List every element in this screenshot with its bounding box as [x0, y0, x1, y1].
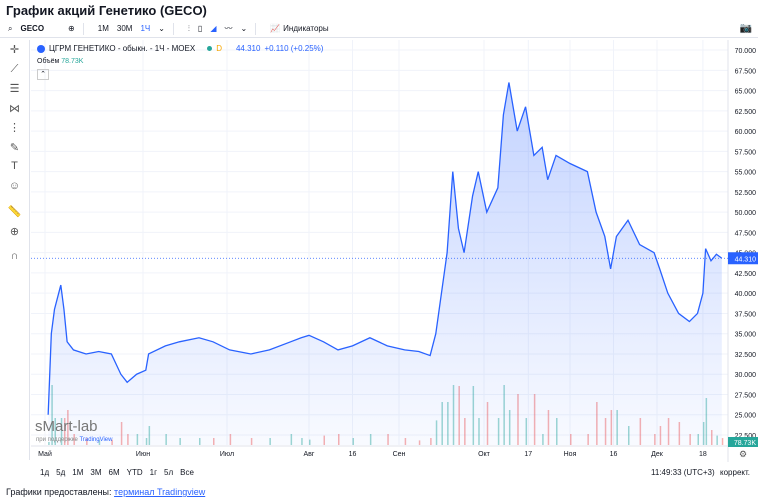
indicators-icon[interactable]: 📈 — [270, 24, 281, 33]
y-tick-label: 30.000 — [735, 372, 757, 379]
y-tick-label: 67.500 — [735, 68, 757, 75]
last-price: 44.310 — [235, 44, 261, 53]
text-icon[interactable]: T — [11, 160, 18, 172]
y-tick-label: 37.500 — [735, 311, 757, 318]
chart-legend: ЦГРМ ГЕНЕТИКО - обыкн. - 1Ч - MOEX D 44.… — [37, 44, 323, 53]
adjust-button[interactable]: коррект. — [720, 468, 750, 477]
volume-marker-label: 78.73K — [734, 440, 757, 447]
magnet-icon[interactable]: ∩ — [10, 250, 19, 262]
compare-add-icon[interactable]: ⊕ — [68, 24, 75, 33]
interval-30m[interactable]: 30М — [116, 24, 133, 33]
search-icon[interactable]: ⌕ — [8, 23, 13, 33]
symbol-search[interactable]: GECO — [20, 24, 45, 33]
trend-line-icon[interactable]: ⟋ — [10, 62, 19, 75]
y-tick-label: 42.500 — [735, 271, 757, 278]
range-5[interactable]: YTD — [126, 468, 143, 477]
price-area — [48, 82, 722, 445]
y-tick-label: 62.500 — [735, 109, 757, 116]
chart-toolbar: ⌕ GECO ⊕ 1М 30М 1Ч ⌄ ⫶ ▯ ◢ 〰 ⌄ 📈 Индикат… — [0, 20, 758, 38]
range-1[interactable]: 5д — [56, 468, 66, 477]
y-tick-label: 40.000 — [735, 291, 757, 298]
y-tick-label: 52.500 — [735, 190, 757, 197]
y-tick-label: 60.000 — [735, 129, 757, 136]
range-8[interactable]: Все — [180, 468, 194, 477]
x-tick-label: Июн — [136, 451, 150, 458]
price-chart[interactable]: 70.000 67.500 65.000 62.500 60.000 57.500 55.0… — [31, 40, 758, 462]
interval-1m[interactable]: 1М — [97, 24, 109, 33]
x-tick-label: Авг — [304, 451, 315, 458]
x-tick-label: Июл — [220, 451, 234, 458]
area-chart-icon[interactable]: ◢ — [210, 24, 217, 33]
x-tick-label: Ноя — [564, 451, 577, 458]
footer-text: Графики предоставлены: — [6, 487, 112, 497]
y-tick-label: 32.500 — [735, 352, 757, 359]
range-2[interactable]: 1М — [72, 468, 84, 477]
camera-icon[interactable]: 📷 — [739, 23, 752, 34]
y-tick-label: 70.000 — [735, 48, 757, 55]
last-price-label: 44.310 — [735, 256, 757, 263]
volume-marker — [728, 437, 758, 447]
clock: 11:49:33 (UTC+3) — [651, 468, 715, 477]
interval-1h[interactable]: 1Ч — [140, 24, 151, 33]
volume-legend: Объём 78.73K — [37, 58, 83, 65]
range-selector: 1д 5д 1М 3М 6М YTD 1г 5л Все — [40, 468, 194, 477]
price-line — [47, 82, 723, 415]
indicators-button[interactable]: Индикаторы — [283, 24, 329, 33]
price-change: +0.110 (+0.25%) — [264, 44, 324, 53]
range-0[interactable]: 1д — [40, 468, 50, 477]
symbol-logo-icon — [37, 44, 45, 53]
watermark-logo: sMart-lab — [35, 418, 98, 435]
page-title: График акций Генетико (GECO) — [6, 3, 207, 18]
brush-icon[interactable]: ✎ — [9, 141, 20, 154]
delay-badge: D — [216, 44, 222, 53]
collapse-legend-button[interactable]: ⌃ — [37, 69, 49, 80]
range-6[interactable]: 1г — [149, 468, 157, 477]
drawing-toolbar: ✛ ⟋ ☰ ⋈ ⋮ ✎ T ☺ 📏 ⊕ ∩ — [0, 40, 30, 460]
chevron-down-icon[interactable]: ⌄ — [240, 24, 248, 33]
line-chart-icon[interactable]: 〰 — [224, 24, 233, 33]
x-tick-label: 17 — [524, 451, 532, 458]
range-4[interactable]: 6М — [108, 468, 120, 477]
x-tick-label: 18 — [699, 451, 707, 458]
y-tick-label: 50.000 — [735, 210, 757, 217]
last-price-marker — [728, 252, 758, 265]
y-tick-label: 57.500 — [735, 149, 757, 156]
y-tick-label: 35.000 — [735, 332, 757, 339]
footer: Графики предоставлены: терминал Tradingv… — [6, 487, 205, 497]
chevron-down-icon[interactable]: ⌄ — [158, 24, 165, 33]
x-tick-label: Дек — [651, 451, 664, 458]
symbol-name: ЦГРМ ГЕНЕТИКО - обыкн. - 1Ч - MOEX — [49, 44, 196, 53]
x-tick-label: Май — [38, 450, 52, 458]
watermark-sub: при поддержке TradingView — [36, 437, 113, 443]
y-tick-label: 65.000 — [735, 89, 757, 96]
crosshair-icon[interactable]: ✛ — [9, 44, 20, 56]
y-tick-label: 55.000 — [735, 170, 757, 177]
market-status-icon — [207, 46, 213, 51]
y-tick-label: 47.500 — [735, 230, 757, 237]
range-3[interactable]: 3М — [90, 468, 102, 477]
volume-value: 78.73K — [61, 58, 84, 65]
x-tick-label: 16 — [610, 451, 618, 458]
range-7[interactable]: 5л — [164, 468, 174, 477]
y-tick-label: 27.500 — [735, 392, 757, 399]
volume-bar — [721, 438, 724, 445]
y-tick-label: 25.000 — [735, 413, 757, 420]
emoji-icon[interactable]: ☺ — [8, 179, 21, 192]
candles-icon[interactable]: ▯ — [197, 24, 203, 33]
pattern-icon[interactable]: ⋈ — [9, 102, 20, 115]
ruler-icon[interactable]: 📏 — [7, 206, 22, 218]
settings-icon[interactable]: ⚙ — [739, 449, 747, 459]
x-tick-label: Сен — [393, 451, 406, 458]
zoom-in-icon[interactable]: ⊕ — [9, 225, 20, 238]
volume-label: Объём — [37, 58, 60, 65]
prediction-icon[interactable]: ⋮ — [9, 122, 20, 134]
fib-icon[interactable]: ☰ — [9, 83, 20, 95]
y-tick-label: 22.500 — [735, 433, 757, 440]
bars-icon[interactable]: ⫶ — [187, 23, 190, 33]
x-tick-label: 16 — [349, 451, 357, 458]
x-tick-label: Окт — [478, 451, 491, 458]
tradingview-link[interactable]: терминал Tradingview — [114, 487, 206, 497]
